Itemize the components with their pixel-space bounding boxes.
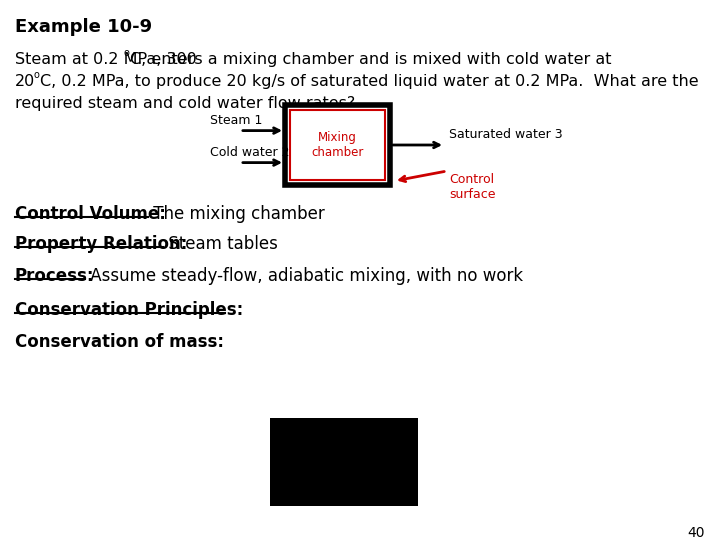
Text: Cold water 2: Cold water 2 <box>210 146 289 159</box>
Text: Property Relation:: Property Relation: <box>15 235 187 253</box>
Bar <box>270 418 418 506</box>
Text: 40: 40 <box>688 526 705 540</box>
Text: Mixing
chamber: Mixing chamber <box>311 131 364 159</box>
Text: C, enters a mixing chamber and is mixed with cold water at: C, enters a mixing chamber and is mixed … <box>130 52 611 67</box>
Text: Steam at 0.2 MPa, 300: Steam at 0.2 MPa, 300 <box>15 52 197 67</box>
Text: Control
surface: Control surface <box>449 173 495 201</box>
Text: Example 10-9: Example 10-9 <box>15 18 152 36</box>
Text: o: o <box>33 70 40 80</box>
Text: Steam 1: Steam 1 <box>210 113 262 126</box>
Bar <box>290 110 385 180</box>
Text: Process:: Process: <box>15 267 94 285</box>
Text: o: o <box>123 48 129 58</box>
Text: Control Volume:: Control Volume: <box>15 205 166 223</box>
Text: The mixing chamber: The mixing chamber <box>148 205 325 223</box>
Text: Assume steady-flow, adiabatic mixing, with no work: Assume steady-flow, adiabatic mixing, wi… <box>85 267 523 285</box>
Text: C, 0.2 MPa, to produce 20 kg/s of saturated liquid water at 0.2 MPa.  What are t: C, 0.2 MPa, to produce 20 kg/s of satura… <box>40 74 699 89</box>
Text: Saturated water 3: Saturated water 3 <box>449 128 562 141</box>
Text: Conservation Principles:: Conservation Principles: <box>15 301 243 319</box>
Text: Conservation of mass:: Conservation of mass: <box>15 333 224 351</box>
Bar <box>285 105 390 185</box>
Text: Steam tables: Steam tables <box>163 235 278 253</box>
Text: 20: 20 <box>15 74 35 89</box>
Text: required steam and cold water flow rates?: required steam and cold water flow rates… <box>15 96 355 111</box>
